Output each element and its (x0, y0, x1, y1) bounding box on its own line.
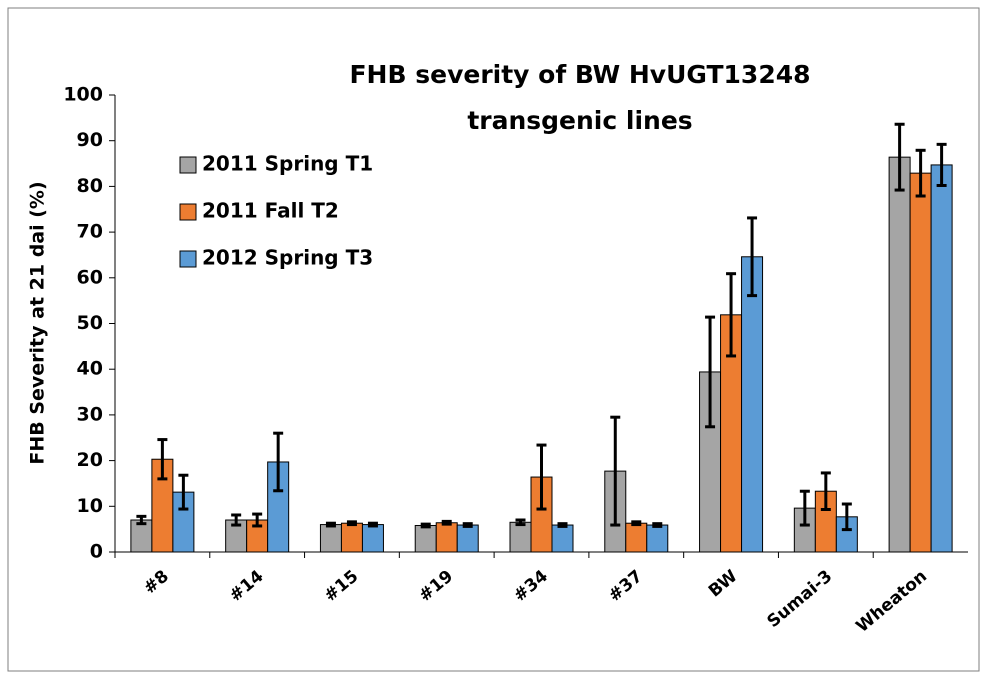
x-tick-label: #37 (605, 566, 647, 606)
bar (930, 164, 953, 553)
error-bar (631, 520, 642, 527)
bar (646, 524, 669, 553)
y-tick-label: 60 (77, 266, 103, 288)
error-bar (441, 519, 452, 526)
y-tick-label: 90 (77, 129, 103, 151)
error-bar (346, 520, 357, 527)
error-bar (820, 471, 831, 511)
x-tick-label: #34 (510, 566, 552, 606)
error-bar (136, 514, 147, 526)
error-bar (799, 489, 810, 527)
error-bar (705, 315, 716, 429)
bar (435, 522, 458, 553)
legend-label: 2012 Spring T3 (202, 246, 373, 270)
error-bar (367, 521, 378, 528)
bar (361, 524, 384, 553)
chart-title: FHB severity of BW HvUGT13248 transgenic… (349, 60, 811, 135)
error-bar (726, 272, 737, 358)
error-bar (536, 443, 547, 511)
x-tick-label: #14 (226, 566, 268, 606)
y-tick-label: 20 (77, 449, 103, 471)
y-tick-label: 30 (77, 403, 103, 425)
error-bar (178, 473, 189, 511)
legend-swatch (179, 203, 197, 221)
error-bar (515, 518, 526, 527)
x-tick-label: BW (705, 566, 742, 601)
error-bar (252, 512, 263, 528)
error-bar (936, 142, 947, 187)
error-bar (462, 522, 473, 528)
y-tick-label: 100 (63, 84, 103, 106)
bar (319, 524, 342, 553)
error-bar (231, 513, 242, 527)
error-bar (157, 438, 168, 481)
bar (741, 256, 764, 553)
legend-swatch (179, 156, 197, 174)
bar (414, 524, 437, 553)
error-bar (652, 522, 663, 528)
bar (509, 521, 532, 553)
x-tick-label: #8 (140, 566, 173, 598)
y-tick-label: 10 (77, 495, 103, 517)
y-tick-label: 80 (77, 175, 103, 197)
legend-swatch (179, 250, 197, 268)
y-tick-label: 0 (90, 541, 103, 563)
error-bar (325, 521, 336, 528)
error-bar (894, 122, 905, 192)
error-bar (557, 522, 568, 528)
error-bar (610, 415, 621, 527)
x-tick-label: Wheaton (852, 566, 931, 636)
bar (456, 524, 479, 553)
y-axis-label: FHB Severity at 21 dai (%) (27, 181, 49, 464)
bar (340, 522, 363, 553)
legend-label: 2011 Fall T2 (202, 199, 339, 223)
x-tick-label: #15 (320, 566, 362, 606)
error-bar (273, 431, 284, 493)
legend-label: 2011 Spring T1 (202, 152, 373, 176)
bar (909, 172, 932, 553)
y-tick-label: 40 (77, 358, 103, 380)
y-tick-label: 70 (77, 221, 103, 243)
bar (888, 156, 911, 553)
error-bar (841, 502, 852, 532)
error-bar (915, 148, 926, 198)
chart-border (7, 7, 980, 672)
error-bar (747, 216, 758, 298)
bar (551, 524, 574, 553)
y-tick-label: 50 (77, 312, 103, 334)
error-bar (420, 522, 431, 529)
x-tick-label: Sumai-3 (763, 566, 836, 632)
bar (625, 522, 648, 553)
x-tick-label: #19 (415, 566, 457, 606)
